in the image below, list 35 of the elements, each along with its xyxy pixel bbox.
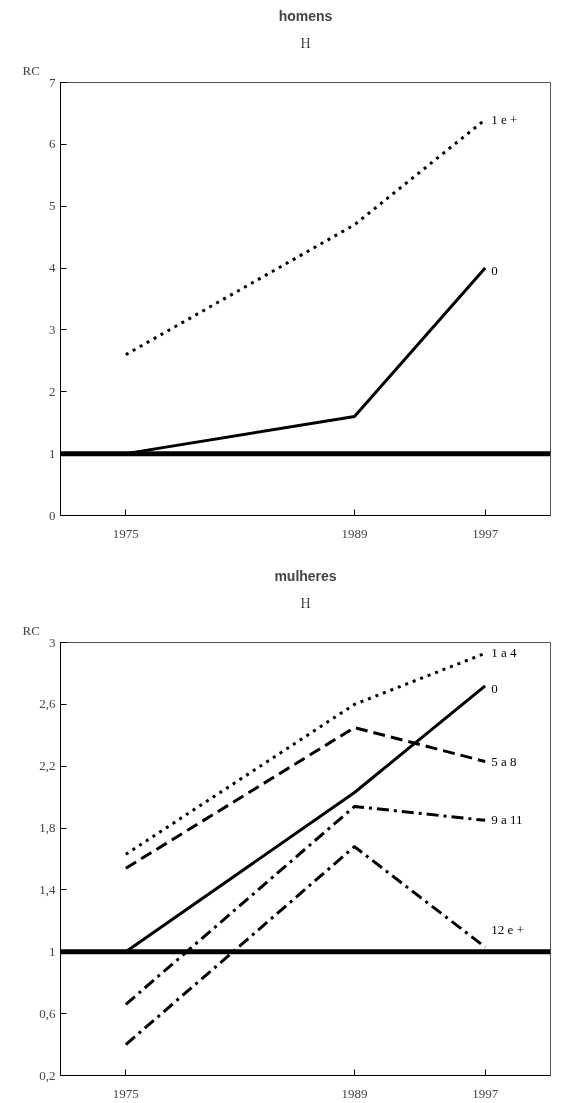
y-tick-label: 6 (49, 136, 56, 152)
y-tick-label: 5 (49, 198, 56, 214)
y-tick-label: 1,8 (39, 820, 56, 836)
y-tick-label: 7 (49, 74, 56, 90)
y-tick-label: 3 (49, 321, 56, 337)
chart-subtitle: H (300, 35, 311, 51)
y-axis-title: RC (22, 622, 40, 638)
y-axis-title: RC (22, 62, 40, 78)
chart-subtitle: H (300, 595, 311, 611)
y-tick-label: 1,4 (39, 881, 56, 897)
y-tick-label: 1 (49, 943, 56, 959)
x-tick-label: 1997 (472, 525, 499, 541)
y-tick-label: 4 (49, 260, 56, 276)
x-tick-label: 1975 (112, 525, 139, 541)
y-tick-label: 3 (49, 634, 56, 650)
x-tick-label: 1989 (341, 525, 368, 541)
y-tick-label: 0 (49, 507, 56, 523)
series-label: 9 a 11 (491, 812, 523, 828)
y-tick-label: 2,2 (39, 758, 56, 774)
series-label: 1 a 4 (491, 645, 517, 661)
series-label: 5 a 8 (491, 753, 517, 769)
chart-title: mulheres (274, 567, 337, 584)
x-tick-label: 1997 (472, 1085, 499, 1101)
chart-title: homens (278, 7, 333, 24)
y-tick-label: 2 (49, 383, 56, 399)
y-tick-label: 0,6 (39, 1005, 56, 1021)
series-label: 0 (491, 680, 498, 696)
y-tick-label: 1 (49, 445, 56, 461)
series-label: 0 (491, 263, 498, 279)
y-tick-label: 0,2 (39, 1067, 56, 1083)
series-label: 12 e + (491, 922, 524, 938)
x-tick-label: 1975 (112, 1085, 139, 1101)
x-tick-label: 1989 (341, 1085, 368, 1101)
series-label: 1 e + (491, 111, 518, 127)
y-tick-label: 2,6 (39, 696, 56, 712)
